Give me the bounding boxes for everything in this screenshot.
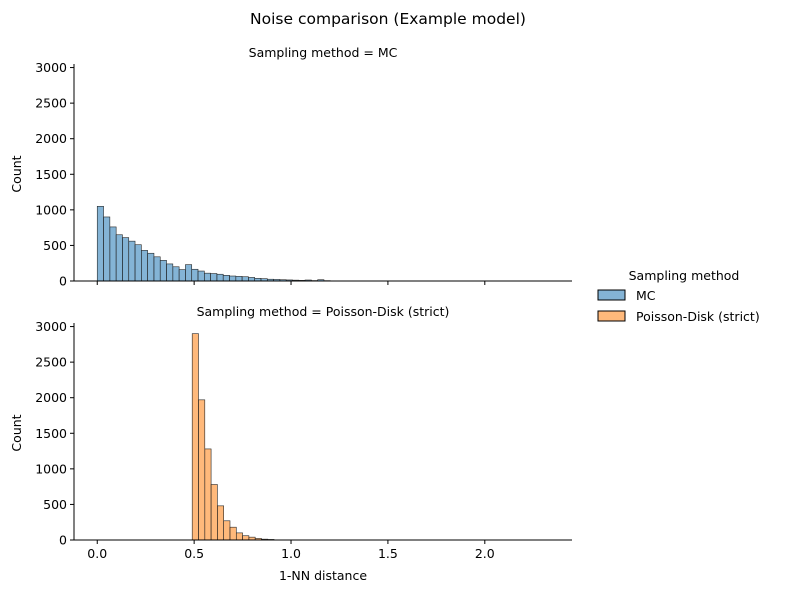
bar-poisson-1 — [198, 399, 206, 541]
y-tick-label-mc-6: 3000 — [35, 60, 67, 75]
bar-poisson-6 — [229, 526, 237, 541]
y-tick-label-mc-4: 2000 — [35, 131, 67, 146]
bar-poisson-8 — [242, 535, 250, 541]
bar-poisson-3 — [210, 484, 218, 541]
bar-poisson-2 — [204, 448, 212, 541]
y-tick-label-poisson-4: 2000 — [35, 390, 67, 405]
bar-mc-11 — [166, 263, 174, 282]
legend-item-poisson: Poisson-Disk (strict) — [597, 309, 760, 324]
x-axis-label: 1-NN distance — [279, 568, 367, 583]
bar-poisson-4 — [217, 505, 224, 541]
legend-label-poisson: Poisson-Disk (strict) — [636, 309, 760, 324]
y-tick-label-mc-2: 1000 — [35, 202, 67, 217]
bar-mc-24 — [248, 277, 255, 282]
bar-mc-6 — [134, 244, 142, 282]
bar-mc-7 — [141, 250, 148, 282]
y-tick-label-poisson-1: 500 — [43, 497, 67, 512]
bar-mc-17 — [204, 272, 211, 282]
y-tick-label-poisson-2: 1000 — [35, 461, 67, 476]
bar-mc-16 — [197, 270, 205, 282]
bar-mc-20 — [222, 275, 230, 282]
y-tick-label-mc-5: 2500 — [35, 96, 67, 111]
legend: Sampling method MC Poisson-Disk (strict) — [597, 268, 760, 324]
bar-poisson-7 — [235, 532, 243, 541]
x-tick-label-poisson-1: 0.5 — [184, 546, 204, 561]
legend-swatch-poisson — [597, 310, 626, 322]
bar-mc-0 — [96, 205, 104, 282]
bar-mc-15 — [191, 268, 199, 282]
bar-mc-22 — [235, 276, 243, 282]
bar-mc-1 — [103, 216, 111, 282]
x-tick-label-poisson-3: 1.5 — [378, 546, 398, 561]
legend-item-mc: MC — [597, 288, 656, 303]
bar-mc-10 — [159, 260, 167, 282]
bar-mc-21 — [229, 275, 237, 282]
bar-mc-5 — [128, 240, 136, 282]
y-tick-label-mc-0: 0 — [59, 274, 67, 289]
y-tick-label-poisson-6: 3000 — [35, 319, 67, 334]
panel-mc: Sampling method = MC Count 0 500 1000 1500 2… — [9, 45, 572, 289]
y-tick-label-poisson-0: 0 — [59, 533, 67, 548]
y-tick-label-poisson-3: 1500 — [35, 426, 67, 441]
x-tick-label-poisson-2: 1.0 — [281, 546, 301, 561]
bar-mc-8 — [147, 252, 155, 282]
panel-title-mc: Sampling method = MC — [249, 45, 398, 60]
legend-title: Sampling method — [629, 268, 740, 283]
legend-label-mc: MC — [636, 288, 656, 303]
bar-mc-9 — [153, 256, 161, 282]
legend-swatch-mc — [597, 289, 626, 301]
y-tick-label-mc-3: 1500 — [35, 167, 67, 182]
bar-mc-4 — [122, 237, 130, 282]
bar-mc-12 — [172, 266, 180, 282]
bar-poisson-5 — [223, 520, 231, 541]
bar-mc-23 — [241, 276, 249, 282]
figure-title: Noise comparison (Example model) — [250, 10, 526, 28]
x-tick-label-poisson-4: 2.0 — [475, 546, 495, 561]
bar-mc-19 — [216, 273, 224, 282]
bar-mc-14 — [185, 264, 193, 282]
panel-poisson: Sampling method = Poisson-Disk (strict) … — [9, 304, 572, 583]
bar-mc-2 — [109, 226, 117, 282]
bar-mc-13 — [178, 269, 186, 282]
bar-mc-18 — [210, 273, 218, 282]
x-tick-label-poisson-0: 0.0 — [87, 546, 107, 561]
y-tick-label-poisson-5: 2500 — [35, 355, 67, 370]
bar-poisson-0 — [191, 333, 199, 541]
y-tick-label-mc-1: 500 — [43, 238, 67, 253]
panel-title-poisson: Sampling method = Poisson-Disk (strict) — [197, 304, 450, 319]
y-axis-label-poisson: Count — [9, 414, 24, 451]
y-axis-label-mc: Count — [9, 155, 24, 192]
bar-mc-3 — [115, 234, 123, 282]
